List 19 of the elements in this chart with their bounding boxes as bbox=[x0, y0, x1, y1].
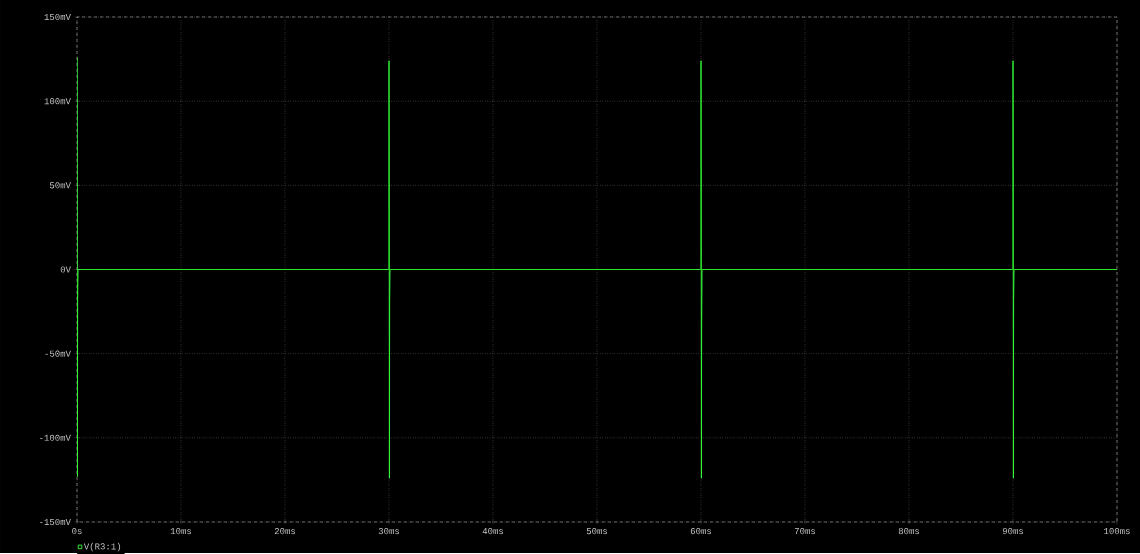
x-tick-label: 60ms bbox=[690, 528, 712, 535]
x-tick-label: 80ms bbox=[898, 528, 920, 535]
x-tick-label: 20ms bbox=[274, 528, 296, 535]
x-tick-label: 10ms bbox=[170, 528, 192, 535]
x-tick-label: 100ms bbox=[1104, 528, 1130, 535]
y-tick-label: 50mV bbox=[49, 182, 71, 189]
x-tick-label: 70ms bbox=[794, 528, 816, 535]
y-tick-label: 150mV bbox=[44, 13, 71, 21]
x-tick-label: 30ms bbox=[378, 528, 400, 535]
x-tick-label: 50ms bbox=[586, 528, 608, 535]
y-tick-label: -150mV bbox=[40, 518, 71, 526]
x-tick-label: 90ms bbox=[1002, 528, 1024, 535]
y-tick-label: -50mV bbox=[45, 350, 71, 357]
x-tick-label: 40ms bbox=[482, 528, 504, 535]
y-tick-label: 100mV bbox=[44, 98, 71, 105]
x-tick-label: 0s bbox=[72, 528, 82, 535]
legend-label: V(R3:1) bbox=[83, 542, 121, 552]
y-tick-label: 0V bbox=[60, 266, 71, 273]
y-tick-label: -100mV bbox=[40, 434, 71, 441]
